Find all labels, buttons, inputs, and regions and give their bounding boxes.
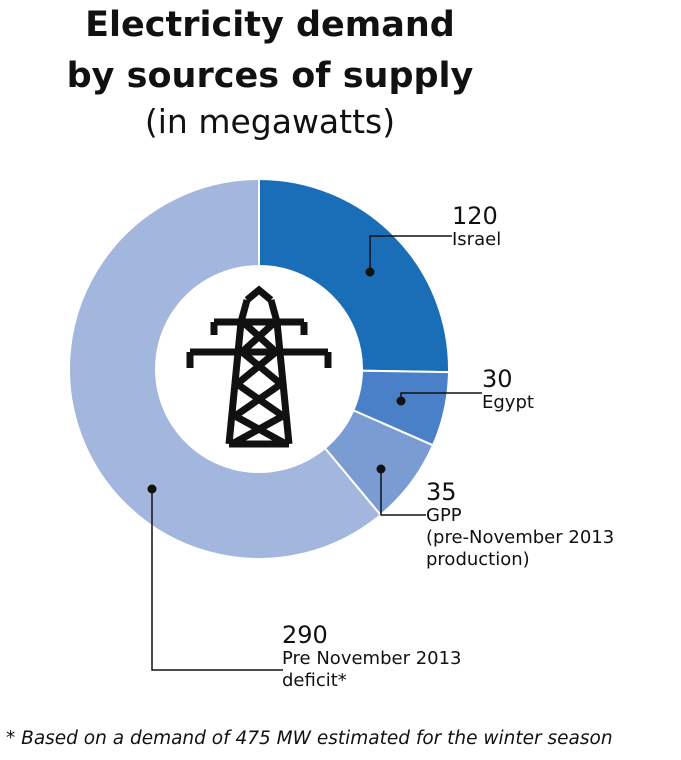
slice-label: 35 GPP (pre-November 2013 production) bbox=[426, 479, 614, 571]
slice-label: 120 Israel bbox=[452, 203, 501, 251]
leader-line bbox=[369, 235, 452, 272]
footnote: * Based on a demand of 475 MW estimated … bbox=[6, 728, 613, 749]
value-label: 120 bbox=[452, 202, 498, 230]
slice-label: 290 Pre November 2013 deficit* bbox=[282, 622, 462, 692]
leader-dot bbox=[365, 267, 375, 277]
category-label: GPP (pre-November 2013 production) bbox=[426, 505, 615, 570]
chart-subtitle: (in megawatts) bbox=[144, 102, 396, 141]
leader-line bbox=[151, 489, 283, 671]
value-label: 35 bbox=[426, 478, 457, 506]
leader-dot bbox=[376, 464, 386, 474]
slice-label: 30 Egypt bbox=[482, 366, 534, 414]
category-label: Egypt bbox=[482, 392, 534, 413]
category-label: Israel bbox=[452, 229, 502, 250]
tower-icon bbox=[186, 285, 332, 448]
value-label: 290 bbox=[282, 621, 328, 649]
donut-slice bbox=[258, 177, 450, 374]
category-label: Pre November 2013 deficit* bbox=[282, 648, 462, 691]
leader-line bbox=[380, 469, 426, 516]
donut-slice bbox=[68, 177, 383, 560]
value-label: 30 bbox=[482, 365, 513, 393]
chart-title: Electricity demand by sources of supply bbox=[66, 5, 474, 96]
leader-dot bbox=[147, 484, 157, 494]
leader-dot bbox=[396, 396, 406, 406]
